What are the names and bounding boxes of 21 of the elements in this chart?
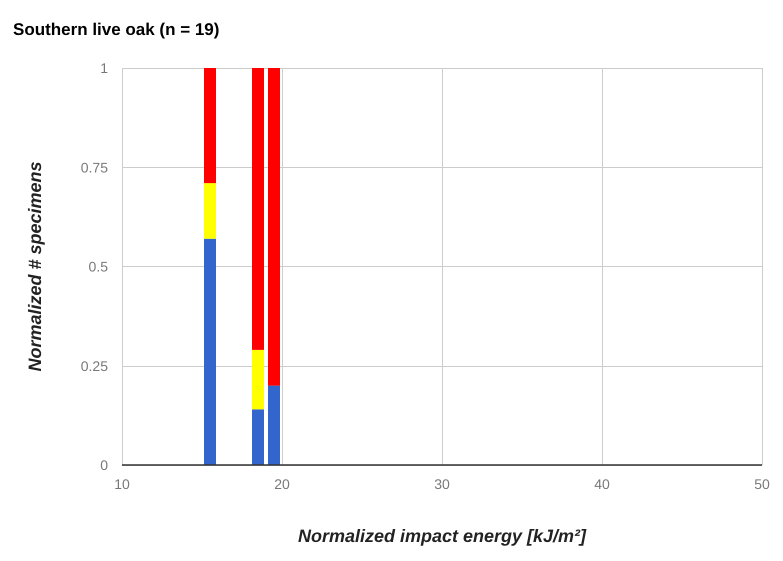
bar xyxy=(204,238,216,465)
x-axis-title: Normalized impact energy [kJ/m²] xyxy=(298,526,588,546)
bar xyxy=(204,68,216,184)
bar xyxy=(268,68,280,386)
chart-title: Southern live oak (n = 19) xyxy=(13,20,220,39)
bar xyxy=(268,386,280,465)
x-tick-label: 20 xyxy=(274,476,290,492)
bar xyxy=(252,409,264,465)
y-tick-label: 1 xyxy=(100,60,108,76)
bar xyxy=(252,350,264,410)
x-tick-label: 50 xyxy=(754,476,770,492)
bar xyxy=(204,183,216,239)
x-tick-label: 30 xyxy=(434,476,450,492)
y-axis-title: Normalized # specimens xyxy=(25,161,45,372)
x-tick-label: 10 xyxy=(114,476,130,492)
x-tick-label: 40 xyxy=(594,476,610,492)
y-tick-label: 0 xyxy=(100,457,108,473)
y-tick-label: 0.25 xyxy=(80,358,108,374)
y-tick-label: 0.5 xyxy=(88,258,108,274)
y-tick-label: 0.75 xyxy=(80,159,108,176)
bar xyxy=(252,68,264,350)
